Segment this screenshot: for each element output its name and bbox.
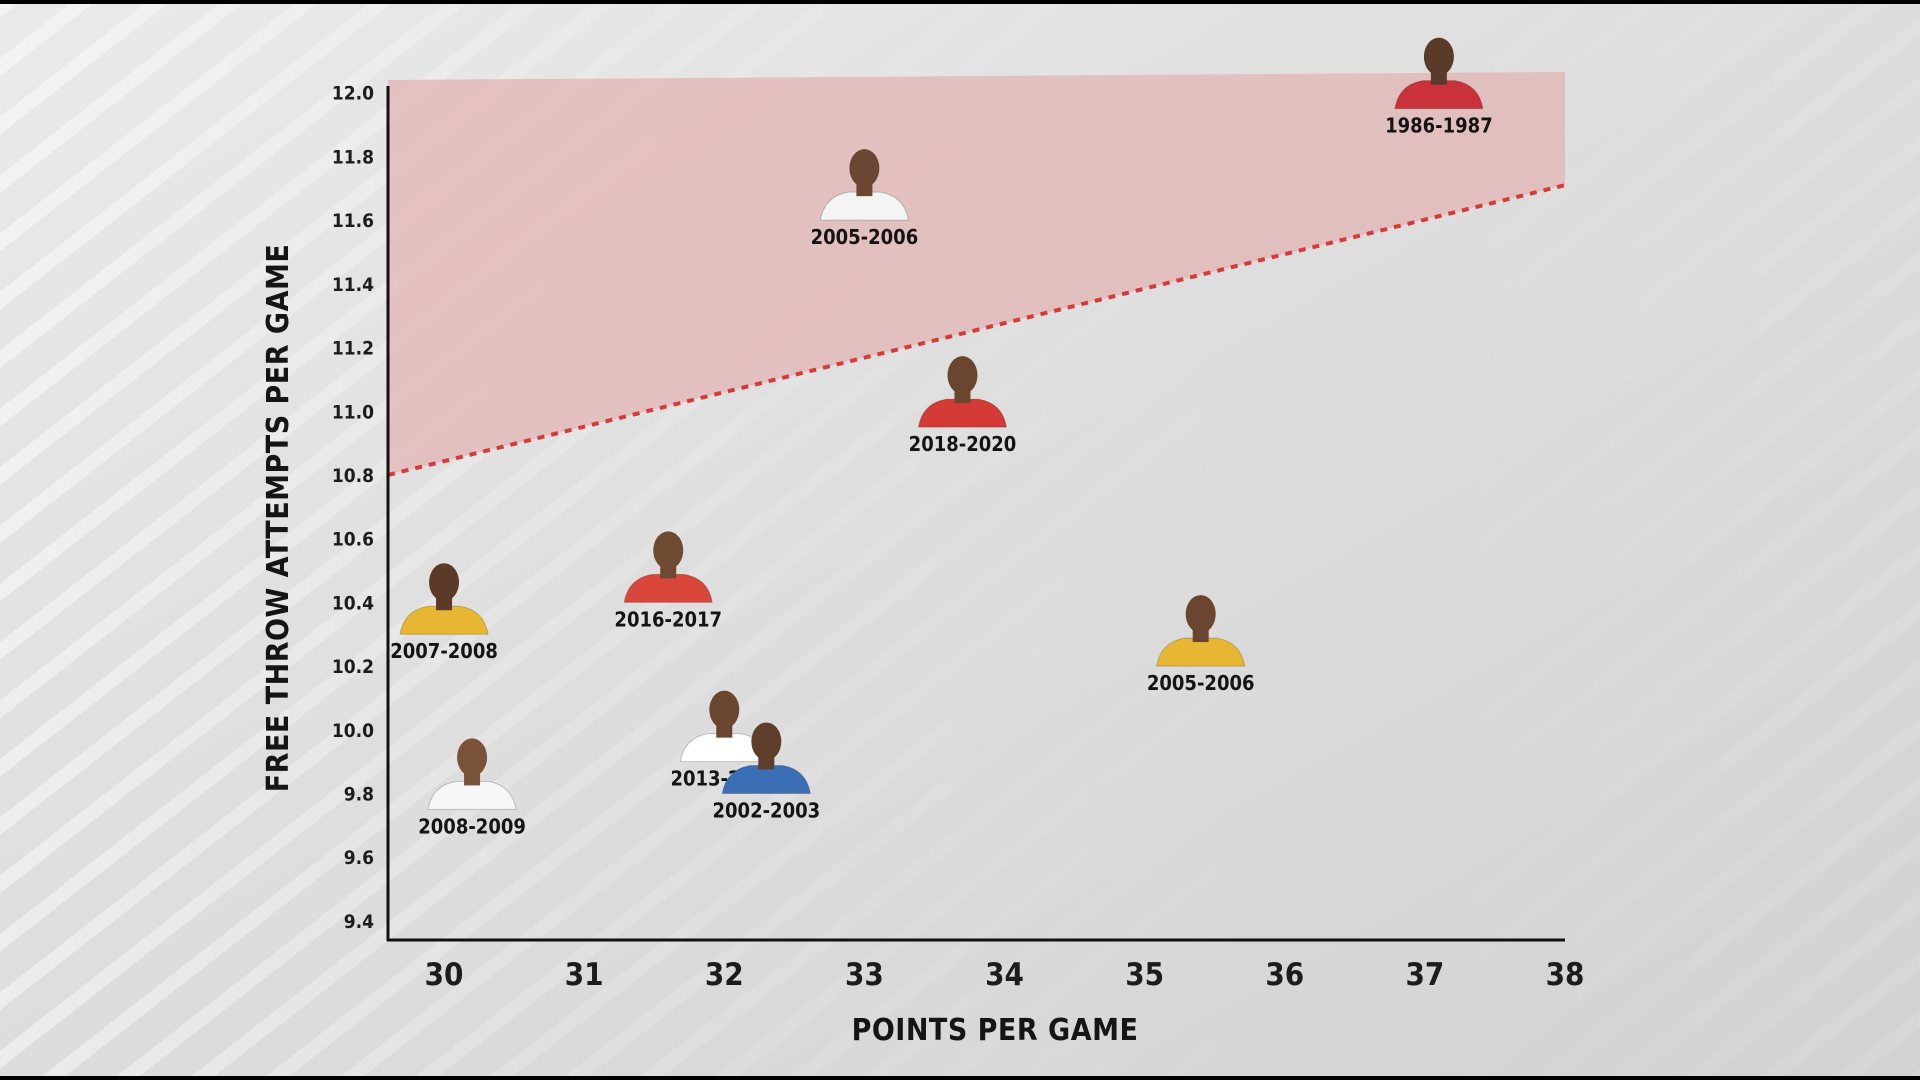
- y-axis-title: FREE THROW ATTEMPTS PER GAME: [261, 244, 296, 793]
- data-point: 2005-2006: [1147, 595, 1255, 695]
- x-tick-label: 37: [1405, 957, 1444, 993]
- x-tick-label: 31: [565, 957, 604, 993]
- data-point: 2007-2008: [390, 563, 498, 663]
- point-label: 2007-2008: [390, 639, 498, 663]
- point-label: 2018-2020: [909, 432, 1017, 456]
- x-tick-label: 32: [705, 957, 744, 993]
- player-photo-icon: [721, 722, 811, 794]
- y-tick-label: 9.6: [344, 847, 374, 869]
- y-tick-label: 11.0: [332, 401, 374, 423]
- point-label: 2008-2009: [418, 814, 526, 838]
- data-point: 2016-2017: [614, 531, 722, 631]
- player-photo-icon: [427, 738, 517, 810]
- y-tick-label: 9.8: [344, 783, 374, 805]
- player-photo-icon: [623, 531, 713, 603]
- player-photo-icon: [917, 356, 1008, 428]
- point-label: 2016-2017: [614, 607, 722, 631]
- y-tick-label: 11.8: [332, 146, 374, 168]
- y-tick-label: 11.2: [332, 338, 374, 360]
- x-tick-label: 35: [1125, 957, 1164, 993]
- y-tick-label: 11.4: [332, 274, 374, 296]
- data-point: 2018-2020: [909, 356, 1017, 456]
- x-tick-label: 36: [1265, 957, 1304, 993]
- point-label: 2005-2006: [811, 225, 919, 249]
- player-photo-icon: [819, 149, 909, 221]
- player-photo-icon: [1394, 37, 1484, 110]
- point-label: 1986-1987: [1385, 114, 1493, 138]
- data-point: 2005-2006: [811, 149, 919, 249]
- y-tick-label: 12.0: [332, 83, 374, 105]
- y-tick-labels: 12.0 11.8 11.6 11.4 11.2 11.0 10.8 10.6 10.4 10.2…: [332, 83, 374, 933]
- x-tick-label: 33: [845, 957, 884, 993]
- point-label: 2005-2006: [1147, 671, 1255, 695]
- shaded-region: [388, 72, 1565, 475]
- x-axis-title: POINTS PER GAME: [852, 1013, 1139, 1048]
- data-point: 2002-2003: [713, 722, 821, 822]
- player-photo-icon: [399, 563, 489, 635]
- y-tick-label: 10.8: [332, 465, 374, 487]
- x-tick-label: 30: [425, 957, 464, 993]
- y-tick-label: 9.4: [344, 911, 374, 933]
- y-tick-label: 11.6: [332, 210, 374, 232]
- y-tick-label: 10.4: [332, 592, 374, 614]
- y-tick-label: 10.0: [332, 720, 374, 742]
- player-photo-icon: [1156, 595, 1246, 667]
- point-label: 2002-2003: [713, 798, 821, 822]
- data-point: 1986-1987: [1385, 37, 1493, 138]
- data-point: 2008-2009: [418, 738, 526, 838]
- x-tick-label: 34: [985, 957, 1024, 993]
- y-tick-label: 10.2: [332, 656, 374, 678]
- threshold-dashed-line: [387, 183, 1566, 477]
- data-points: 1986-1987 2005-2006 2018-2020 2016-2017 2007…: [390, 37, 1493, 838]
- x-tick-labels: 30 31 32 33 34 35 36 37 38: [425, 957, 1585, 993]
- x-tick-label: 38: [1546, 957, 1585, 993]
- y-tick-label: 10.6: [332, 529, 374, 551]
